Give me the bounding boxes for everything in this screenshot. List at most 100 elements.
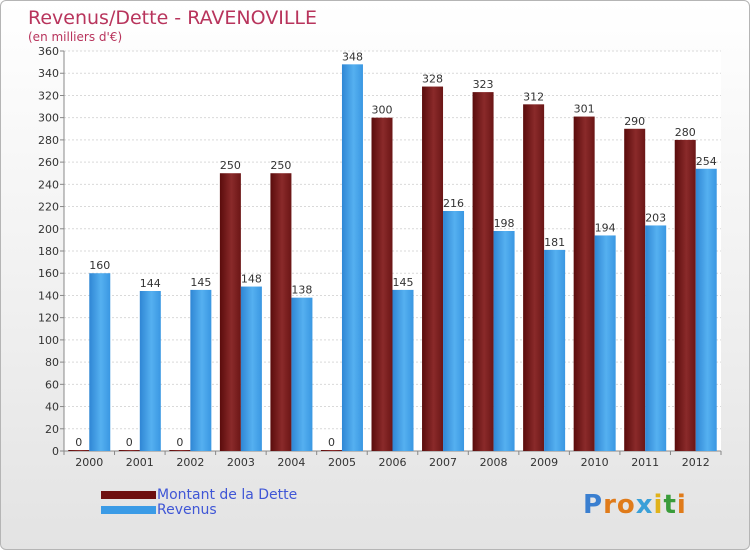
x-tick-label: 2007 — [429, 456, 457, 469]
x-tick-label: 2004 — [277, 456, 305, 469]
data-label-debt: 280 — [675, 126, 696, 139]
y-tick-label: 160 — [38, 267, 59, 280]
bar-revenue — [190, 289, 212, 451]
data-label-revenue: 198 — [494, 217, 515, 230]
legend-swatch-debt — [101, 490, 156, 499]
bar-debt — [320, 450, 342, 451]
chart-title: Revenus/Dette - RAVENOVILLE — [28, 7, 318, 29]
logo-letter: i — [676, 490, 687, 520]
data-label-debt: 323 — [473, 78, 494, 91]
y-tick-label: 280 — [38, 134, 59, 147]
y-tick-label: 260 — [38, 156, 59, 169]
legend-item-debt: Montant de la Dette — [101, 486, 298, 503]
x-tick-label: 2002 — [176, 456, 204, 469]
x-tick-label: 2011 — [631, 456, 659, 469]
x-tick-label: 2000 — [75, 456, 103, 469]
data-label-debt: 250 — [220, 159, 241, 172]
data-label-revenue: 138 — [291, 284, 312, 297]
y-tick-label: 60 — [45, 378, 59, 391]
data-label-debt: 300 — [372, 104, 393, 117]
logo-letter: i — [653, 490, 664, 520]
bar-debt — [472, 92, 494, 451]
legend-swatch-revenue — [101, 505, 156, 514]
logo-letter: x — [635, 490, 654, 520]
y-tick-label: 360 — [38, 45, 59, 58]
data-label-revenue: 181 — [544, 236, 565, 249]
x-tick-label: 2005 — [328, 456, 356, 469]
data-label-revenue: 203 — [645, 211, 666, 224]
data-label-debt: 0 — [176, 436, 183, 449]
logo-letter: r — [603, 490, 617, 520]
bar-revenue — [341, 64, 363, 452]
x-tick-label: 2010 — [581, 456, 609, 469]
y-tick-label: 340 — [38, 67, 59, 80]
logo-letter: t — [663, 490, 677, 520]
x-tick-label: 2012 — [682, 456, 710, 469]
bar-revenue — [695, 168, 717, 451]
bar-revenue — [544, 249, 566, 451]
legend: Montant de la Dette Revenus — [101, 486, 298, 518]
chart-subtitle: (en milliers d'€) — [28, 30, 123, 44]
y-tick-label: 300 — [38, 112, 59, 125]
bar-debt — [674, 139, 696, 451]
bar-debt — [68, 450, 90, 451]
bar-revenue — [139, 291, 161, 451]
legend-label-revenue: Revenus — [157, 501, 217, 518]
data-label-revenue: 216 — [443, 197, 464, 210]
data-label-debt: 301 — [574, 103, 595, 116]
bar-debt — [219, 173, 241, 451]
data-label-revenue: 194 — [595, 221, 616, 234]
bar-revenue — [291, 297, 313, 451]
x-tick-label: 2003 — [227, 456, 255, 469]
y-tick-label: 80 — [45, 356, 59, 369]
data-label-revenue: 254 — [696, 155, 717, 168]
legend-label-debt: Montant de la Dette — [157, 486, 298, 503]
y-tick-label: 220 — [38, 201, 59, 214]
data-label-debt: 328 — [422, 73, 443, 86]
bar-debt — [624, 128, 646, 451]
y-tick-label: 320 — [38, 89, 59, 102]
bar-debt — [169, 450, 191, 451]
y-tick-label: 200 — [38, 223, 59, 236]
x-tick-label: 2006 — [379, 456, 407, 469]
y-tick-label: 100 — [38, 334, 59, 347]
data-label-debt: 0 — [75, 436, 82, 449]
bar-debt — [118, 450, 140, 451]
y-tick-label: 20 — [45, 423, 59, 436]
bar-revenue — [240, 286, 262, 451]
data-label-revenue: 145 — [393, 276, 414, 289]
bar-revenue — [89, 273, 111, 451]
bar-debt — [270, 173, 292, 451]
y-tick-label: 140 — [38, 289, 59, 302]
bar-revenue — [645, 225, 667, 451]
x-tick-label: 2008 — [480, 456, 508, 469]
data-label-revenue: 145 — [190, 276, 211, 289]
bar-debt — [573, 116, 595, 452]
logo-letter: P — [583, 490, 604, 520]
data-label-debt: 250 — [270, 159, 291, 172]
y-tick-label: 0 — [52, 445, 59, 458]
bar-revenue — [443, 211, 465, 451]
y-tick-label: 180 — [38, 245, 59, 258]
bar-debt — [523, 104, 545, 451]
data-label-revenue: 348 — [342, 50, 363, 63]
data-label-revenue: 144 — [140, 277, 161, 290]
y-tick-label: 240 — [38, 178, 59, 191]
y-tick-label: 40 — [45, 401, 59, 414]
data-label-revenue: 148 — [241, 273, 262, 286]
data-label-debt: 290 — [624, 115, 645, 128]
y-tick-label: 120 — [38, 312, 59, 325]
proxiti-logo: Proxiti — [583, 490, 687, 520]
data-label-debt: 0 — [126, 436, 133, 449]
logo-letter: o — [616, 490, 636, 520]
legend-item-revenue: Revenus — [101, 501, 297, 518]
bar-revenue — [392, 289, 414, 451]
data-label-debt: 312 — [523, 90, 544, 103]
x-tick-label: 2009 — [530, 456, 558, 469]
data-label-revenue: 160 — [89, 259, 110, 272]
bar-debt — [371, 117, 393, 452]
bar-revenue — [493, 231, 515, 451]
bar-debt — [422, 86, 444, 452]
